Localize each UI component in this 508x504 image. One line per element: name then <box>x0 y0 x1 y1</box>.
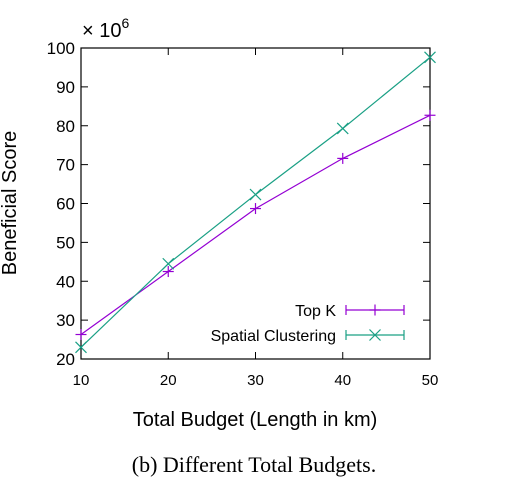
y-tick-label: 100 <box>47 39 75 58</box>
y-axis-ticks: 20 30 40 50 60 70 80 90 100 <box>47 39 430 369</box>
data-point <box>336 122 349 135</box>
series-layer <box>75 51 436 354</box>
x-tick-label: 10 <box>73 372 90 389</box>
y-tick-label: 90 <box>56 78 75 97</box>
figure-caption: (b) Different Total Budgets. <box>131 452 377 477</box>
data-point <box>162 257 175 270</box>
series-top-k <box>75 109 436 341</box>
y-axis-title: Beneficial Score <box>0 131 21 276</box>
data-point <box>424 51 436 64</box>
legend-label: Spatial Clustering <box>211 328 336 345</box>
y-multiplier-exponent: 6 <box>121 15 129 31</box>
y-tick-label: 30 <box>56 311 75 330</box>
x-axis-title: Total Budget (Length in km) <box>133 409 378 431</box>
series-line <box>80 114 431 335</box>
data-point <box>75 341 87 354</box>
y-multiplier-base: × 10 <box>82 20 121 42</box>
legend-label: Top K <box>295 303 336 320</box>
y-multiplier-label: × 106 <box>82 15 129 42</box>
y-tick-label: 40 <box>56 272 75 291</box>
series-line <box>80 56 431 348</box>
y-tick-label: 60 <box>56 195 75 214</box>
legend: Top K Spatial Clustering <box>211 303 405 345</box>
x-tick-label: 50 <box>422 372 439 389</box>
data-point <box>249 188 262 201</box>
series-spatial-clustering <box>75 51 436 354</box>
y-tick-label: 70 <box>56 156 75 175</box>
line-chart: 20 30 40 50 60 70 80 90 100 10 20 30 40 50 × 106 Ben… <box>0 15 439 431</box>
y-tick-label: 20 <box>56 350 75 369</box>
x-axis-ticks: 10 20 30 40 50 <box>73 48 439 389</box>
x-tick-label: 20 <box>160 372 177 389</box>
y-tick-label: 80 <box>56 117 75 136</box>
x-tick-label: 30 <box>247 372 264 389</box>
x-tick-label: 40 <box>334 372 351 389</box>
y-tick-label: 50 <box>56 233 75 252</box>
legend-marker <box>369 329 381 341</box>
